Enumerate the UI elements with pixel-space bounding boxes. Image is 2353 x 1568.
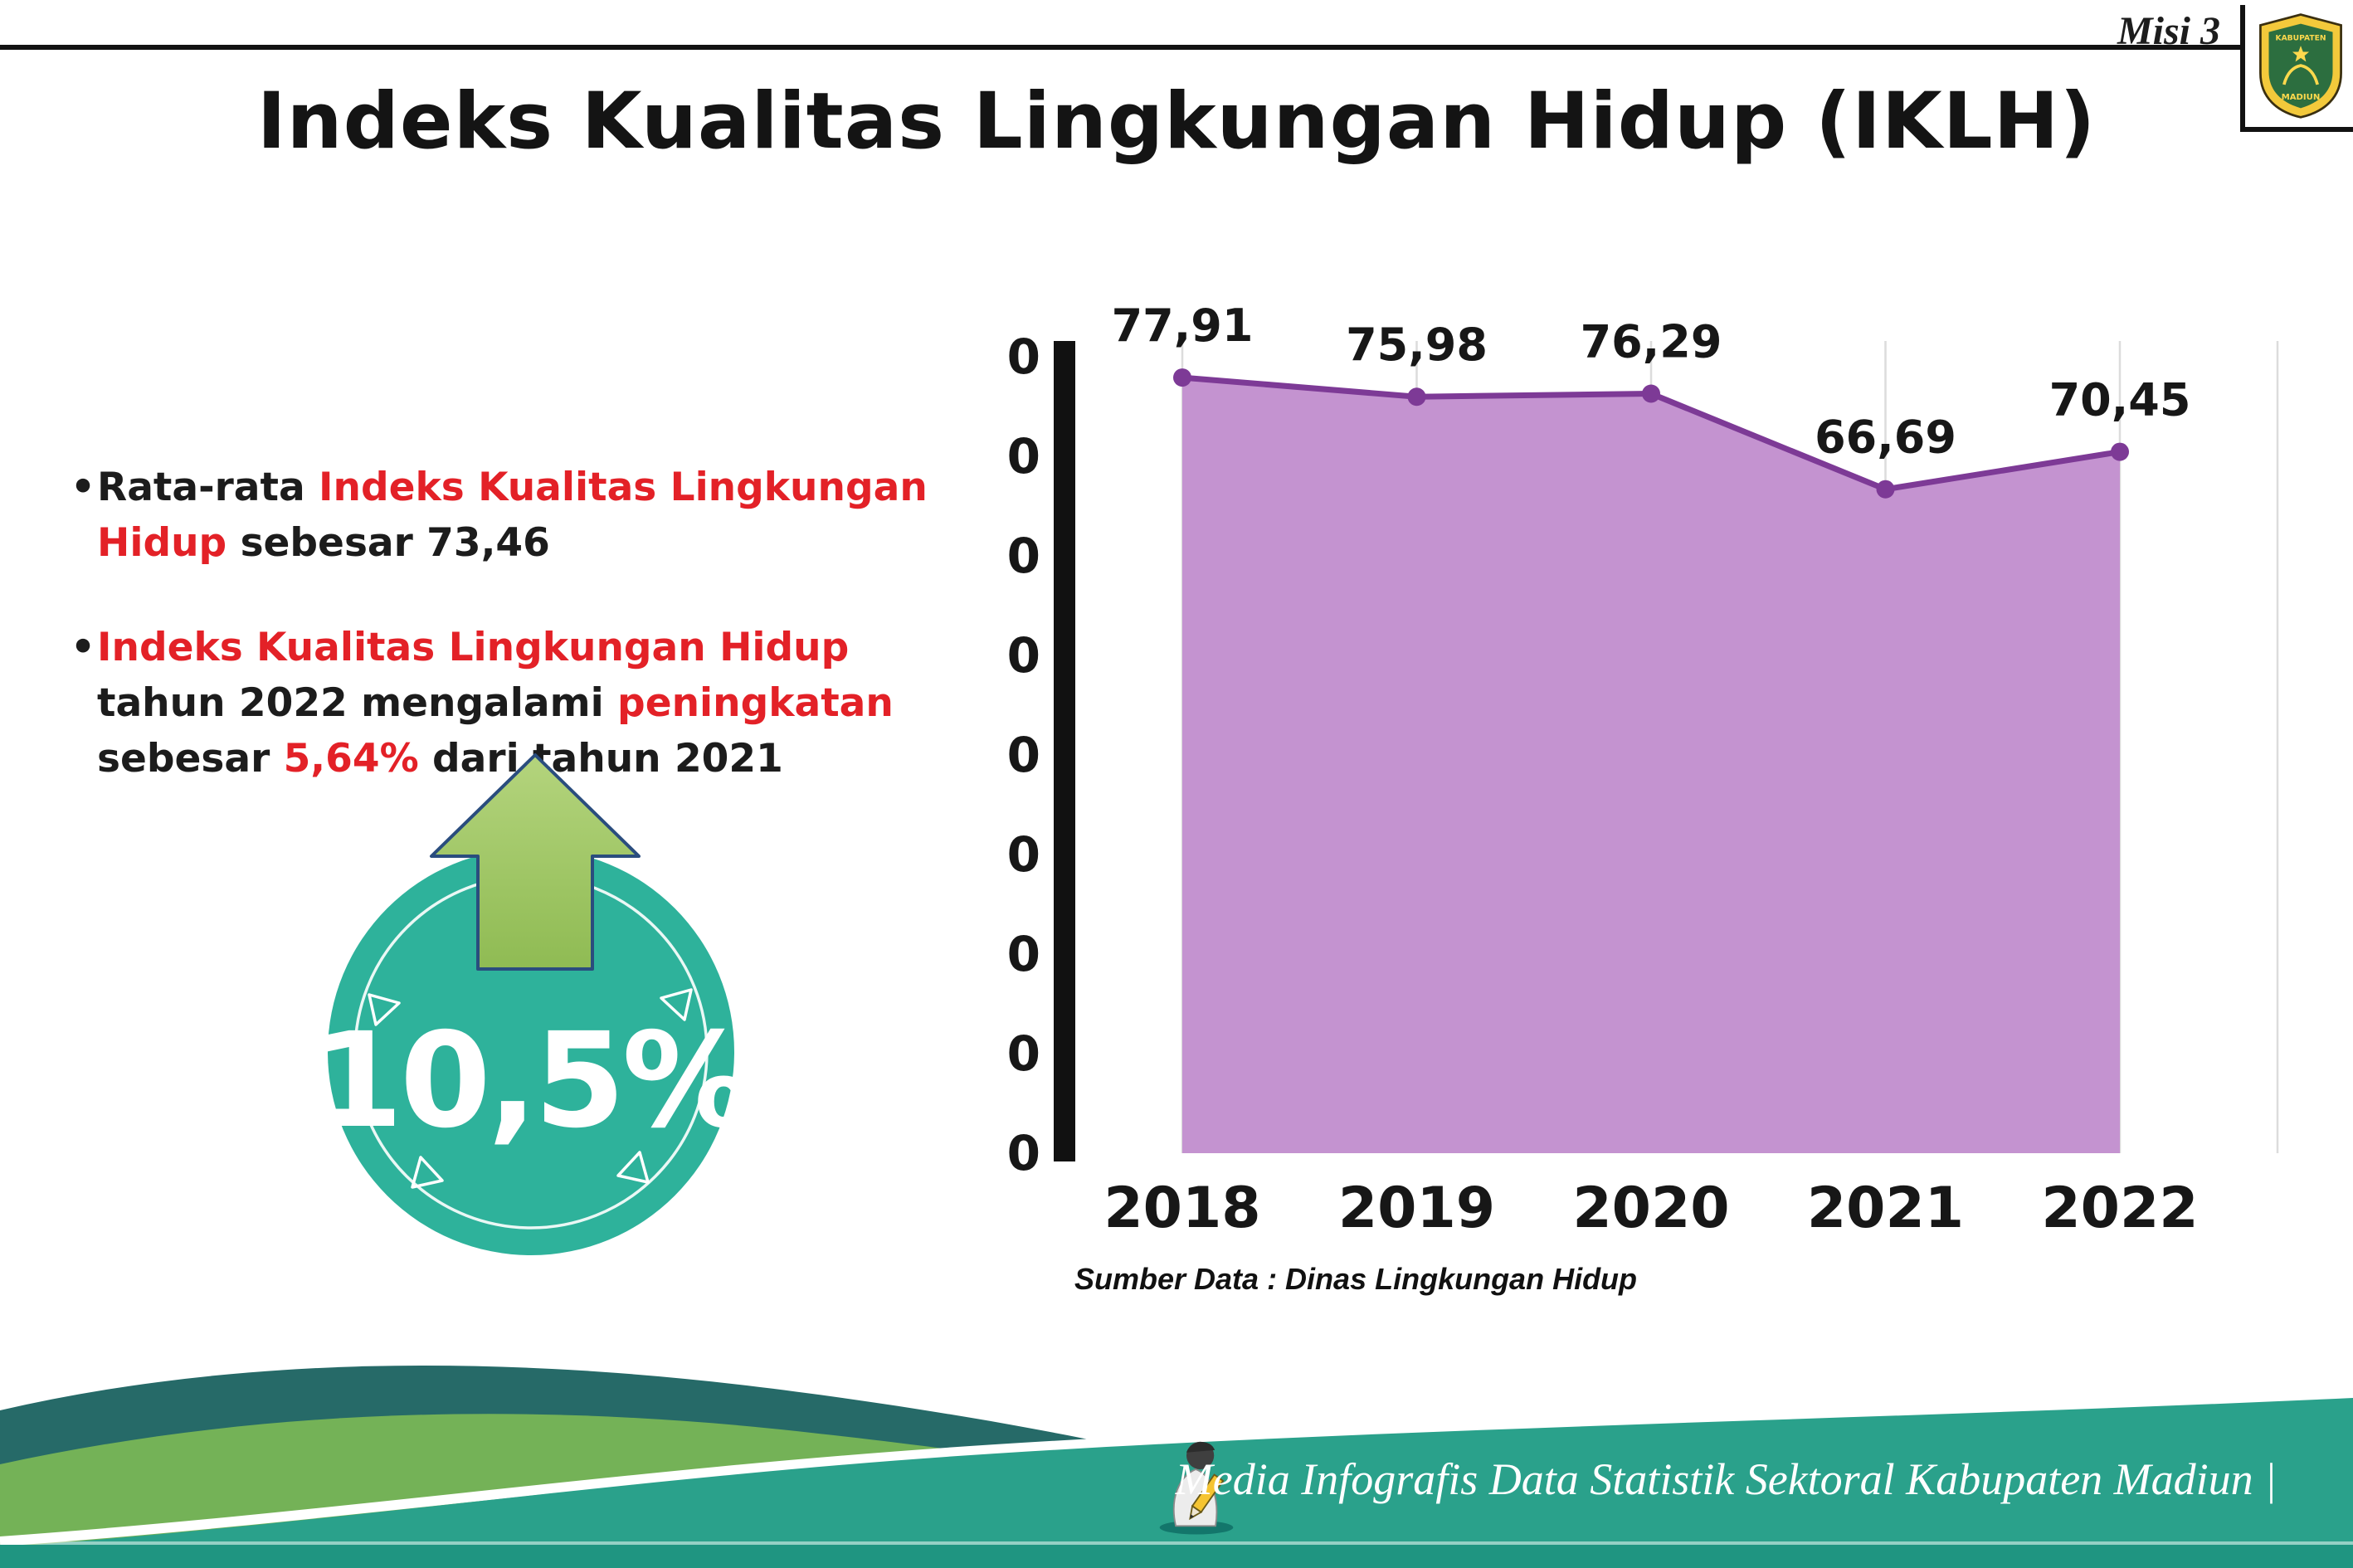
svg-text:30: 30 <box>1008 826 1040 883</box>
text-segment-red: 5,64% <box>283 735 419 782</box>
bullet-dot: • <box>71 465 96 510</box>
up-arrow-icon <box>430 753 641 971</box>
logo-frame-horizontal <box>2240 127 2353 132</box>
text-segment-red: Indeks Kualitas Lingkungan Hidup <box>97 465 928 566</box>
svg-text:60: 60 <box>1008 528 1040 584</box>
footer-bottom-strip <box>0 1545 2353 1568</box>
svg-text:70: 70 <box>1008 428 1040 485</box>
svg-text:76,29: 76,29 <box>1581 316 1722 368</box>
svg-text:0: 0 <box>1008 1125 1040 1181</box>
svg-text:2019: 2019 <box>1338 1176 1495 1241</box>
page-title: Indeks Kualitas Lingkungan Hidup (IKLH) <box>256 76 2097 167</box>
footer-wave-main <box>0 1398 2353 1568</box>
bullet-average-iklh: • Rata-rata Indeks Kualitas Lingkungan H… <box>71 460 975 571</box>
svg-text:2022: 2022 <box>2041 1176 2198 1241</box>
bullet-text: Rata-rata Indeks Kualitas Lingkungan Hid… <box>97 460 975 571</box>
chart-source-note: Sumber Data : Dinas Lingkungan Hidup <box>1074 1262 1638 1296</box>
iklh-chart: 77,91 75,98 76,29 66,69 70,45 0 10 20 30 40 50 60 70… <box>1008 299 2279 1241</box>
bullet-increase-2022: • Indeks Kualitas Lingkungan Hidup tahun… <box>71 621 975 786</box>
text-segment-red: Indeks Kualitas Lingkungan Hidup <box>97 625 850 671</box>
text-segment: dari tahun 2021 <box>418 735 783 782</box>
svg-text:70,45: 70,45 <box>2049 374 2191 426</box>
svg-text:20: 20 <box>1008 926 1040 982</box>
svg-text:75,98: 75,98 <box>1346 319 1488 371</box>
mascot-writer-icon <box>1159 1441 1234 1535</box>
logo-wreath-icon <box>2282 64 2319 85</box>
logo-text-top: KABUPATEN <box>2275 34 2326 43</box>
bullet-text: Indeks Kualitas Lingkungan Hidup tahun 2… <box>97 621 975 786</box>
svg-text:77,91: 77,91 <box>1112 299 1254 352</box>
increase-percentage: 10,5% <box>311 1005 753 1157</box>
logo-text-bottom: MADIUN <box>2282 93 2321 102</box>
svg-text:66,69: 66,69 <box>1815 411 1956 464</box>
text-segment: sebesar 73,46 <box>227 519 550 566</box>
svg-text:10: 10 <box>1008 1025 1040 1082</box>
svg-text:2020: 2020 <box>1572 1176 1729 1241</box>
logo-star-icon <box>2292 46 2310 62</box>
summary-bullets: • Rata-rata Indeks Kualitas Lingkungan H… <box>71 460 975 787</box>
footer-credit: Media Infografis Data Statistik Sektoral… <box>1175 1454 2277 1504</box>
footer-waves <box>0 1366 2353 1568</box>
text-segment: tahun 2022 mengalami <box>97 680 618 727</box>
text-segment: sebesar <box>97 735 284 782</box>
text-segment: Rata-rata <box>97 465 319 510</box>
bullet-dot: • <box>71 625 96 671</box>
footer-strip-seam <box>0 1541 2353 1545</box>
tick-triangle-icon <box>616 1151 650 1184</box>
tick-triangle-icon <box>368 993 401 1026</box>
svg-text:50: 50 <box>1008 627 1040 684</box>
header-rule <box>0 45 2240 50</box>
kabupaten-madiun-logo-icon: KABUPATEN MADIUN <box>2255 10 2346 121</box>
svg-text:80: 80 <box>1008 329 1040 385</box>
svg-text:40: 40 <box>1008 727 1040 783</box>
text-segment-red: peningkatan <box>617 680 894 727</box>
tick-triangle-icon <box>411 1156 444 1189</box>
svg-text:2018: 2018 <box>1103 1176 1260 1241</box>
footer-wave-seam <box>0 1390 2353 1546</box>
logo-shield-icon: KABUPATEN MADIUN <box>2259 13 2342 119</box>
chart-area: 77,91 75,98 76,29 66,69 70,45 0 10 20 30 40 50 60 70… <box>1008 295 2336 1297</box>
tick-triangle-icon <box>660 988 693 1021</box>
svg-text:2021: 2021 <box>1807 1176 1964 1241</box>
logo-frame-vertical <box>2240 5 2245 132</box>
